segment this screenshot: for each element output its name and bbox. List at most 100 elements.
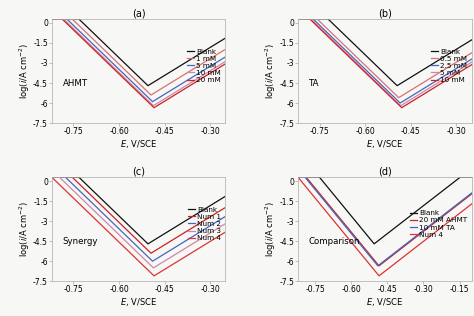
0.5 mM bbox=[464, 54, 470, 58]
2.5 mM bbox=[397, 101, 403, 105]
10 mM bbox=[375, 83, 381, 87]
Blank bbox=[375, 65, 381, 69]
Num 1 bbox=[218, 209, 223, 212]
Num 4 bbox=[376, 274, 382, 278]
10 mM TA bbox=[380, 260, 385, 264]
5 mM bbox=[398, 104, 404, 107]
10 mM bbox=[469, 63, 474, 67]
Blank bbox=[49, 175, 55, 179]
1 mM bbox=[223, 47, 228, 51]
2.5 mM bbox=[304, 17, 310, 21]
20 mM bbox=[58, 17, 64, 21]
Line: 10 mM: 10 mM bbox=[52, 19, 226, 106]
0.5 mM bbox=[396, 96, 401, 100]
Line: Blank: Blank bbox=[52, 19, 226, 86]
Y-axis label: $\log(i$/A cm$^{-2}$): $\log(i$/A cm$^{-2}$) bbox=[264, 43, 278, 99]
10 mM TA bbox=[304, 178, 310, 182]
Blank bbox=[129, 227, 135, 230]
Blank bbox=[464, 175, 469, 179]
Num 2 bbox=[218, 218, 223, 222]
5 mM bbox=[58, 17, 64, 21]
Line: 10 mM TA: 10 mM TA bbox=[298, 177, 472, 266]
20 mM AHMT bbox=[304, 176, 310, 180]
Blank bbox=[186, 59, 191, 63]
Num 4 bbox=[186, 253, 191, 257]
Blank bbox=[134, 73, 139, 76]
20 mM bbox=[186, 84, 191, 88]
Num 4 bbox=[432, 231, 438, 234]
Num 2 bbox=[49, 175, 55, 179]
Num 4 bbox=[58, 184, 64, 188]
20 mM AHMT bbox=[380, 261, 385, 265]
Blank bbox=[375, 239, 381, 243]
X-axis label: $E$, V/SCE: $E$, V/SCE bbox=[120, 137, 157, 149]
10 mM TA bbox=[375, 264, 381, 268]
Title: (d): (d) bbox=[378, 167, 392, 176]
Legend: Blank, 1 mM, 5 mM, 10 mM, 20 mM: Blank, 1 mM, 5 mM, 10 mM, 20 mM bbox=[186, 48, 222, 84]
Blank bbox=[371, 242, 377, 246]
Line: 0.5 mM: 0.5 mM bbox=[298, 19, 472, 98]
Num 4 bbox=[469, 202, 474, 206]
Title: (c): (c) bbox=[132, 167, 146, 176]
Num 4 bbox=[151, 274, 157, 278]
1 mM bbox=[218, 50, 223, 54]
Blank bbox=[432, 195, 438, 199]
Line: 5 mM: 5 mM bbox=[298, 19, 472, 106]
Blank bbox=[218, 198, 223, 201]
Blank bbox=[295, 175, 301, 179]
10 mM bbox=[464, 66, 470, 70]
Num 4 bbox=[49, 176, 55, 179]
10 mM bbox=[380, 87, 385, 91]
10 mM bbox=[399, 106, 404, 110]
5 mM bbox=[304, 17, 310, 21]
Blank bbox=[394, 84, 400, 88]
20 mM AHMT bbox=[375, 263, 381, 267]
20 mM AHMT bbox=[432, 221, 438, 224]
Line: Num 1: Num 1 bbox=[52, 177, 226, 253]
0.5 mM bbox=[304, 17, 310, 21]
2.5 mM bbox=[469, 57, 474, 61]
Num 2 bbox=[218, 217, 223, 221]
Y-axis label: $\log(i$/A cm$^{-2}$): $\log(i$/A cm$^{-2}$) bbox=[18, 201, 32, 257]
20 mM AHMT bbox=[469, 192, 474, 196]
Title: (a): (a) bbox=[132, 8, 146, 18]
10 mM bbox=[432, 85, 438, 89]
10 mM TA bbox=[295, 175, 301, 179]
10 mM TA bbox=[464, 195, 469, 199]
10 mM bbox=[223, 59, 228, 63]
X-axis label: $E$, V/SCE: $E$, V/SCE bbox=[366, 296, 403, 308]
Num 3 bbox=[49, 175, 55, 179]
Num 4 bbox=[129, 252, 135, 256]
Num 4 bbox=[218, 233, 223, 237]
Y-axis label: $\log(i$/A cm$^{-2}$): $\log(i$/A cm$^{-2}$) bbox=[18, 43, 32, 99]
Line: Num 3: Num 3 bbox=[52, 177, 226, 268]
2.5 mM bbox=[375, 80, 381, 83]
0.5 mM bbox=[464, 54, 469, 58]
Num 1 bbox=[134, 237, 139, 241]
Num 2 bbox=[58, 175, 64, 179]
Line: Blank: Blank bbox=[298, 19, 472, 86]
X-axis label: $E$, V/SCE: $E$, V/SCE bbox=[120, 296, 157, 308]
Text: AHMT: AHMT bbox=[63, 79, 88, 88]
1 mM bbox=[49, 17, 55, 21]
5 mM bbox=[129, 80, 135, 84]
Num 2 bbox=[186, 237, 191, 241]
20 mM bbox=[134, 89, 139, 93]
Num 4 bbox=[380, 271, 385, 275]
Blank bbox=[469, 175, 474, 179]
1 mM bbox=[129, 75, 135, 78]
5 mM bbox=[464, 64, 469, 67]
0.5 mM bbox=[380, 80, 385, 84]
Num 4 bbox=[464, 206, 470, 210]
10 mM bbox=[304, 17, 310, 21]
20 mM AHMT bbox=[295, 175, 301, 179]
Blank bbox=[223, 36, 228, 40]
Legend: Blank, 0.5 mM, 2.5 mM, 5 mM, 10 mM: Blank, 0.5 mM, 2.5 mM, 5 mM, 10 mM bbox=[430, 48, 468, 84]
1 mM bbox=[186, 70, 191, 74]
Num 3 bbox=[129, 245, 135, 249]
Line: 20 mM: 20 mM bbox=[52, 19, 226, 108]
5 mM bbox=[295, 17, 301, 21]
Num 1 bbox=[148, 251, 154, 255]
Line: Num 2: Num 2 bbox=[52, 177, 226, 261]
Blank bbox=[58, 17, 64, 21]
